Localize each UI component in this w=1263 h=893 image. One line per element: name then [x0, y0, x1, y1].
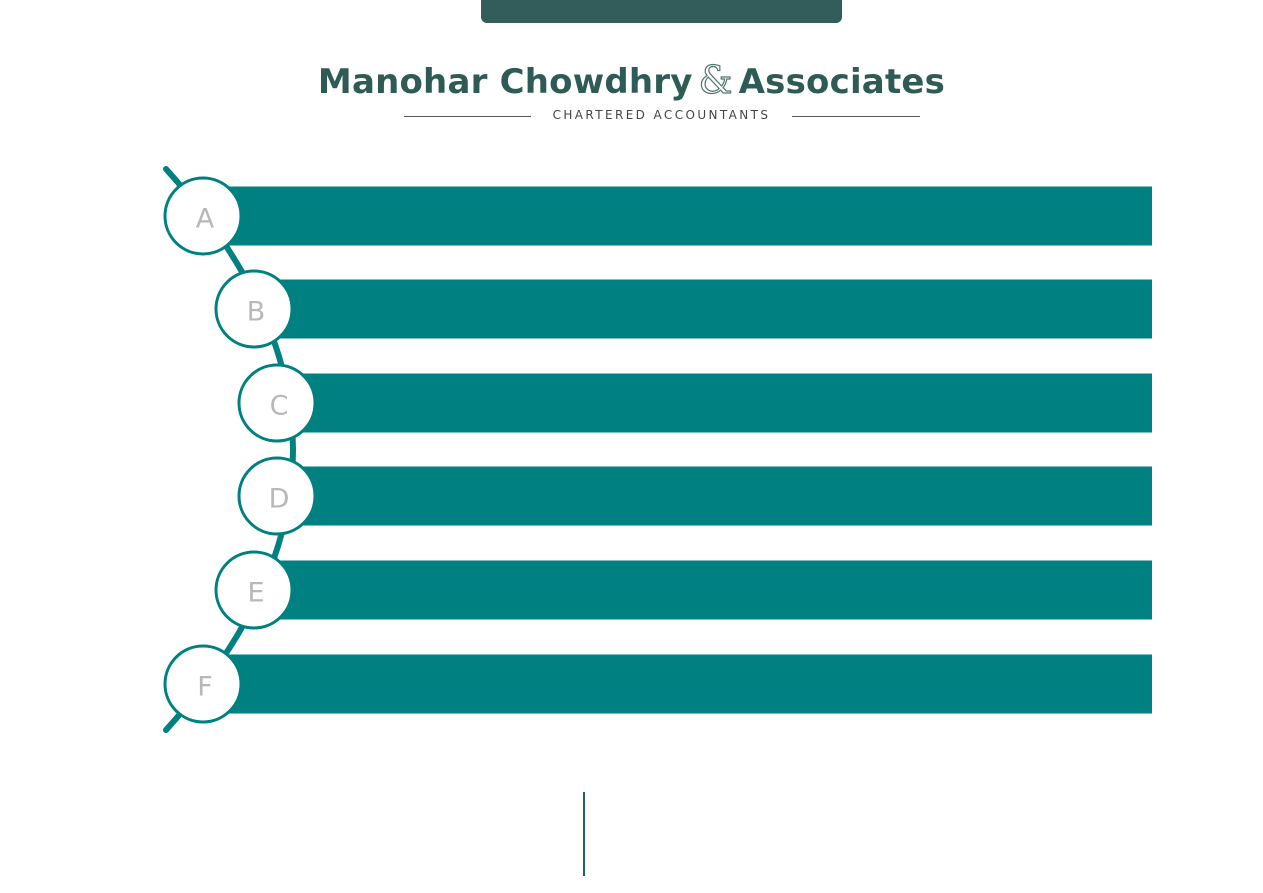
logo-name-part1: Manohar Chowdhry [317, 62, 693, 102]
tagline-rule-right [792, 116, 920, 117]
item-letter-d: D [269, 484, 290, 515]
company-logo: Manohar Chowdhry & Associates CHARTERED AC… [0, 57, 1263, 122]
item-circle-f [163, 644, 243, 724]
item-circle-a [163, 176, 243, 256]
item-letter-a: A [196, 204, 215, 235]
item-bar-a [203, 186, 1152, 246]
item-circle-b [214, 269, 294, 349]
item-letter-e: E [247, 578, 264, 609]
item-bar-e [254, 560, 1152, 620]
item-bar-d [277, 466, 1152, 526]
bottom-divider [583, 792, 585, 876]
item-bar-c [277, 373, 1152, 433]
item-letter-f: F [197, 672, 213, 703]
item-circle-e [214, 550, 294, 630]
item-circle-d [237, 456, 317, 536]
logo-title: Manohar Chowdhry & Associates [0, 57, 1263, 104]
logo-tagline: CHARTERED ACCOUNTANTS [552, 108, 771, 122]
diagram-items: A B C D E F [163, 176, 1152, 724]
tagline-rule-left [404, 116, 531, 117]
connector-arc [163, 166, 296, 733]
logo-name-part2: Associates [738, 62, 946, 102]
item-bar-f [203, 654, 1152, 714]
item-letter-c: C [270, 391, 289, 422]
logo-subtitle: CHARTERED ACCOUNTANTS [404, 104, 920, 128]
top-tab [481, 0, 842, 23]
item-circle-c [237, 363, 317, 443]
logo-ampersand: & [698, 57, 733, 102]
item-letter-b: B [247, 297, 266, 328]
item-bar-b [254, 279, 1152, 339]
